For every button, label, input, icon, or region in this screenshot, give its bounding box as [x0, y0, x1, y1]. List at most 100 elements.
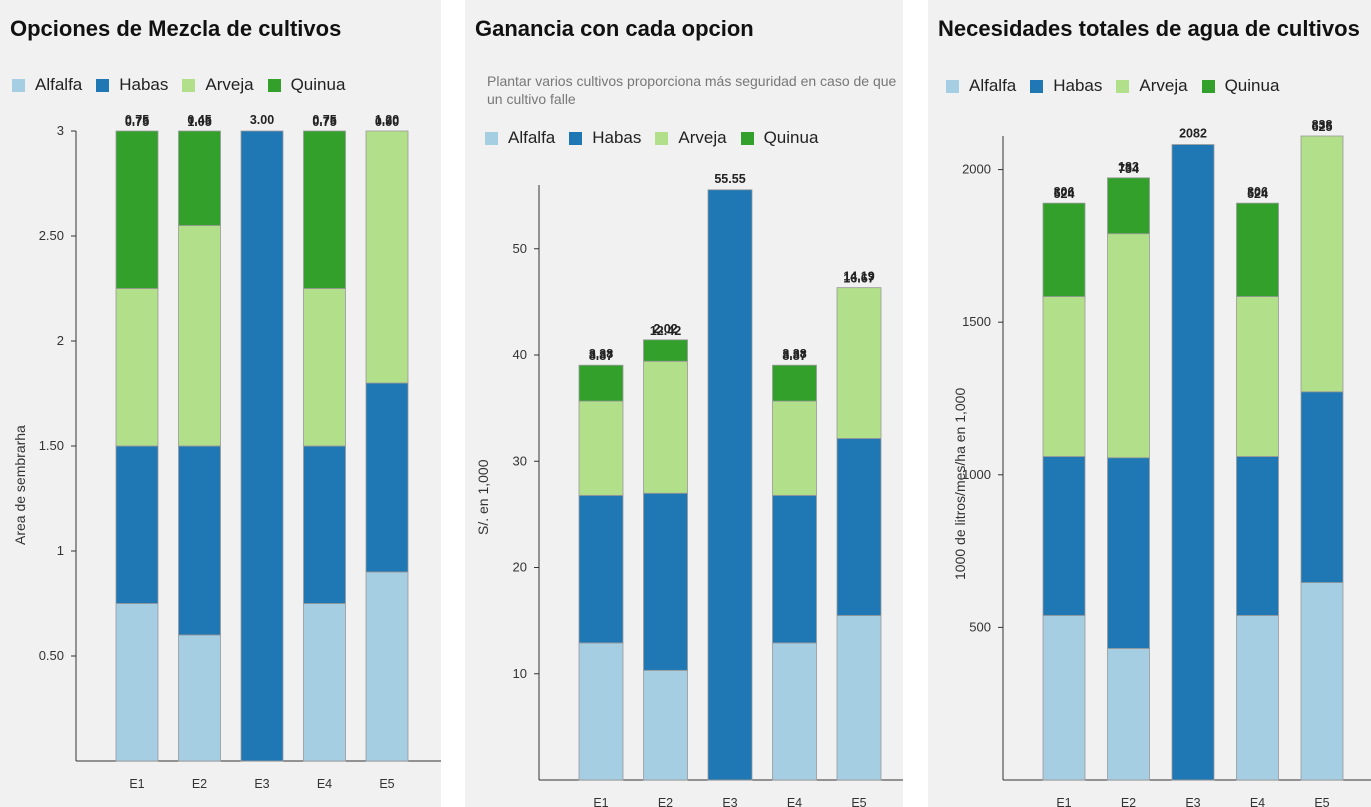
y-tick-label: 500	[969, 619, 991, 634]
bar-segment-habas	[1107, 457, 1150, 649]
bar-segment-habas	[1236, 456, 1279, 616]
bar-segment-quinua	[115, 130, 159, 289]
y-tick-label: 1	[57, 543, 64, 558]
data-label: 12.42	[650, 324, 681, 338]
bar-segment-quinua	[1107, 177, 1150, 235]
bar-total-label: 2.02	[653, 322, 677, 336]
bar-total-label: 3.38	[782, 347, 806, 361]
y-tick-label: 2	[57, 333, 64, 348]
legend-swatch-habas	[569, 131, 583, 145]
x-tick-label: E2	[192, 777, 207, 791]
y-tick-label: 50	[513, 241, 527, 256]
bar-total-label: 55.55	[714, 172, 745, 186]
x-tick-label: E1	[129, 777, 144, 791]
y-tick-label: 0.50	[39, 648, 64, 663]
legend-label: Habas	[1053, 76, 1103, 95]
data-label: 8.87	[782, 349, 806, 363]
bar-segment-arveja	[303, 288, 346, 447]
x-tick-label: E2	[658, 796, 673, 807]
bar-segment-habas	[115, 445, 159, 604]
legend-item-quinua: Quinua	[1201, 76, 1279, 96]
chart-title: Opciones de Mezcla de cultivos	[10, 16, 342, 41]
y-tick-label: 1.50	[39, 438, 64, 453]
y-tick-label: 2000	[962, 162, 991, 177]
legend-label: Arveja	[678, 128, 727, 147]
bar-segment-habas	[240, 130, 284, 762]
x-tick-label: E5	[851, 796, 866, 807]
bar-total-label: 2082	[1179, 127, 1207, 141]
bar-total-label: 0.45	[187, 113, 211, 127]
bar-segment-quinua	[303, 130, 346, 289]
y-tick-label: 1500	[962, 314, 991, 329]
legend-label: Alfalfa	[969, 76, 1017, 95]
bar-segment-alfalfa	[1042, 615, 1086, 781]
chart-title: Necesidades totales de agua de cultivos	[938, 16, 1360, 41]
bar-segment-habas	[578, 494, 624, 644]
bar-total-label: 3.00	[250, 113, 274, 127]
bar-segment-habas	[1171, 144, 1215, 781]
chart-panel-area: Opciones de Mezcla de cultivos Alfalfa H…	[0, 0, 441, 807]
y-tick-label: 3	[57, 123, 64, 138]
bar-segment-arveja	[643, 360, 688, 494]
legend-item-alfalfa: Alfalfa	[485, 128, 555, 148]
data-label: 0.75	[125, 115, 149, 129]
legend-label: Habas	[592, 128, 642, 147]
bar-segment-quinua	[578, 364, 624, 402]
legend-swatch-quinua	[740, 131, 754, 145]
chart-legend: Alfalfa Habas Arveja Quinua	[946, 76, 1293, 96]
legend-item-habas: Habas	[569, 128, 641, 148]
legend-label: Quinua	[290, 75, 346, 94]
x-tick-label: E4	[787, 796, 802, 807]
bar-total-label: 1.20	[375, 113, 399, 127]
data-label: 8.87	[589, 349, 613, 363]
legend-item-arveja: Arveja	[1116, 76, 1188, 96]
bar-segment-habas	[1042, 456, 1086, 616]
y-tick-label: 2.50	[39, 228, 64, 243]
bar-total-label: 0.75	[312, 113, 336, 127]
chart-legend: Alfalfa Habas Arveja Quinua	[485, 128, 832, 148]
x-tick-label: E5	[1314, 796, 1329, 807]
chart-plot: 500100015002000539521524306E143162573418…	[962, 118, 1371, 807]
bar-segment-alfalfa	[772, 642, 817, 781]
data-label: 1.05	[187, 115, 211, 129]
bar-segment-arveja	[836, 287, 882, 439]
data-label: 0.90	[375, 115, 399, 129]
legend-label: Habas	[119, 75, 169, 94]
legend-swatch-quinua	[267, 78, 281, 92]
bar-total-label: 306	[1054, 185, 1075, 199]
bar-segment-habas	[707, 189, 753, 781]
legend-swatch-arveja	[655, 131, 669, 145]
bar-segment-arveja	[578, 400, 624, 496]
bar-total-label: 0.75	[125, 113, 149, 127]
chart-title: Ganancia con cada opcion	[475, 16, 754, 41]
bar-segment-arveja	[115, 288, 159, 447]
legend-swatch-arveja	[1116, 79, 1130, 93]
bar-segment-alfalfa	[178, 634, 221, 762]
x-tick-label: E3	[254, 777, 269, 791]
legend-label: Alfalfa	[508, 128, 556, 147]
legend-swatch-habas	[1030, 79, 1044, 93]
bar-total-label: 3.38	[589, 347, 613, 361]
bar-segment-habas	[836, 438, 882, 616]
bar-segment-arveja	[772, 400, 817, 496]
legend-swatch-habas	[96, 78, 110, 92]
data-label: 0.75	[312, 115, 336, 129]
bar-segment-arveja	[1042, 296, 1086, 457]
bar-segment-arveja	[1236, 296, 1279, 457]
legend-swatch-alfalfa	[12, 78, 25, 92]
bar-total-label: 306	[1247, 185, 1268, 199]
bar-segment-alfalfa	[836, 615, 882, 781]
bar-total-label: 183	[1118, 160, 1139, 174]
bar-segment-alfalfa	[1236, 615, 1279, 781]
bar-segment-arveja	[365, 130, 409, 384]
bar-segment-arveja	[178, 225, 221, 447]
legend-item-habas: Habas	[96, 75, 168, 95]
x-tick-label: E5	[379, 777, 394, 791]
bar-segment-habas	[178, 445, 221, 636]
legend-label: Arveja	[205, 75, 254, 94]
y-tick-label: 40	[513, 347, 527, 362]
legend-swatch-alfalfa	[485, 131, 498, 145]
bar-segment-habas	[365, 382, 409, 573]
legend-item-quinua: Quinua	[740, 128, 818, 148]
legend-item-alfalfa: Alfalfa	[946, 76, 1016, 96]
